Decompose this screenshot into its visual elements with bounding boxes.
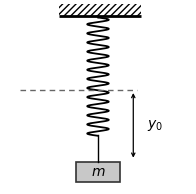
Bar: [76, 161, 120, 182]
Bar: [59, 4, 141, 16]
Text: m: m: [91, 165, 105, 179]
Text: y$_0$: y$_0$: [147, 118, 163, 133]
